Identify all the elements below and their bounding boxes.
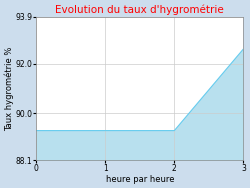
X-axis label: heure par heure: heure par heure [106,175,174,184]
Title: Evolution du taux d'hygrométrie: Evolution du taux d'hygrométrie [56,4,224,15]
Y-axis label: Taux hygrométrie %: Taux hygrométrie % [4,46,14,131]
